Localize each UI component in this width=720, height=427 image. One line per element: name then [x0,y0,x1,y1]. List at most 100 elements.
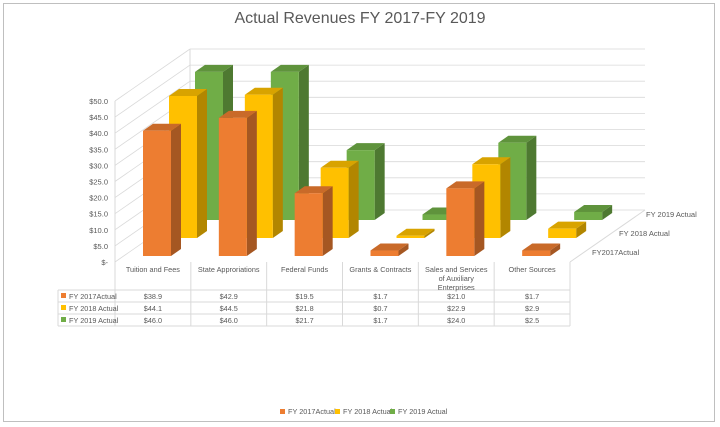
bar-side [550,243,561,256]
category-label: State Approriations [198,265,260,274]
bar-front [446,188,475,256]
legend-label: FY 2019 Actual [398,407,448,416]
category-label: Tuition and Fees [126,265,180,274]
bar-top [346,143,385,151]
data-cell: $0.7 [373,304,387,313]
data-cell: $38.9 [144,292,162,301]
category-label: Sales and Services of Auxiliary Enterprise… [425,265,488,292]
category-label-line: of Auxiliary [439,274,475,283]
data-cell: $22.9 [447,304,465,313]
bar-side [374,143,385,220]
floor-right-edge [569,209,646,263]
y-tick-label: $45.0 [89,113,108,122]
bar-top [522,243,561,251]
category-label-line: State Approriations [198,265,260,274]
y-tick-label: $20.0 [89,194,108,203]
y-tick-label: $40.0 [89,129,108,138]
y-tick-label: $5.0 [93,242,108,251]
gridline-side [114,64,191,118]
y-tick-label: $10.0 [89,226,108,235]
bar [218,110,257,256]
y-tick-label: $25.0 [89,178,108,187]
bar [294,186,333,256]
legend-key [61,305,66,310]
bar [370,243,409,256]
bar-side [576,221,587,238]
legend-swatch [335,409,340,414]
bar-side [474,181,485,256]
bar [446,181,485,256]
bar [522,243,561,256]
bar-front [218,117,247,256]
bar-side [602,204,613,220]
data-cell: $1.7 [373,292,387,301]
data-cell: $44.1 [144,304,162,313]
data-cell: $46.0 [220,316,238,325]
bar-top [270,64,309,72]
bar-top [218,110,257,118]
category-label: Other Sources [509,265,556,274]
bar-top [143,123,181,131]
bar-side [171,123,181,256]
category-label-line: Sales and Services [425,265,488,274]
legend-key [61,293,66,298]
data-cell: $44.5 [220,304,238,313]
category-label: Federal Funds [281,265,328,274]
legend-label: FY 2018 Actual [343,407,393,416]
bar-top [574,204,613,212]
data-cell: $21.8 [295,304,313,313]
bar-side [500,157,511,238]
data-cell: $24.0 [447,316,465,325]
bar-top [370,243,409,251]
bar [396,228,435,238]
bar-front [396,235,425,238]
bar-top [446,181,485,189]
bar-top [320,160,359,168]
y-tick-label: $50.0 [89,97,108,106]
depth-axis-label: FY 2019 Actual [646,210,697,219]
data-cell: $42.9 [220,292,238,301]
bar-front [574,211,603,220]
legend-swatch [280,409,285,414]
bar-side [526,135,537,220]
bar-side [246,110,257,256]
series-label: FY 2019 Actual [69,316,119,325]
gridline-side [114,48,191,102]
bar-top [244,87,283,95]
bar-side [272,87,283,239]
bar-top [169,88,207,96]
bar [574,204,613,220]
series-label: FY 2017Actual [69,292,117,301]
category-label: Grants & Contracts [349,265,411,274]
bar-front [522,250,551,256]
data-cell: $1.7 [525,292,539,301]
category-label-line: Other Sources [509,265,556,274]
bar [143,123,181,256]
category-label-line: Tuition and Fees [126,265,180,274]
y-tick-label: $- [101,258,108,267]
legend-swatch [390,409,395,414]
bar-front [548,228,577,238]
data-cell: $2.9 [525,304,539,313]
bar-top [472,157,511,165]
bar-top [396,228,435,236]
y-tick-label: $15.0 [89,210,108,219]
depth-axis-label: FY2017Actual [592,248,639,257]
data-cell: $21.7 [295,316,313,325]
legend-key [61,317,66,322]
depth-axis-label: FY 2018 Actual [619,229,670,238]
bar-side [398,243,409,256]
bar-top [294,186,333,194]
bar [472,157,511,238]
data-cell: $2.5 [525,316,539,325]
data-cell: $1.7 [373,316,387,325]
data-cell: $46.0 [144,316,162,325]
series-label: FY 2018 Actual [69,304,119,313]
bar-front [370,250,399,256]
category-label-line: Enterprises [438,283,475,292]
bar-side [424,228,435,238]
y-tick-label: $35.0 [89,145,108,154]
chart-title: Actual Revenues FY 2017-FY 2019 [234,10,485,27]
legend-label: FY 2017Actual [288,407,336,416]
